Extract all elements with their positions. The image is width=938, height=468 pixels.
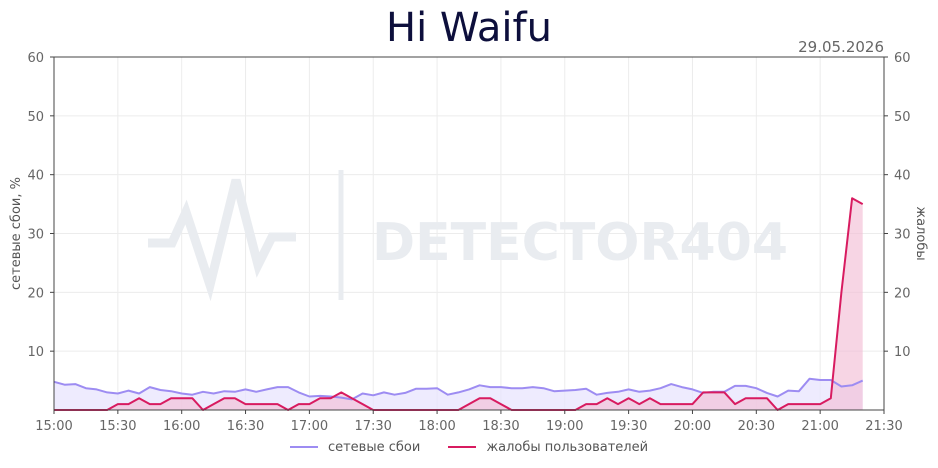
watermark: DETECTOR404 [148, 170, 788, 302]
legend-swatch-network [289, 446, 318, 448]
x-tick-label: 15:30 [99, 419, 136, 434]
legend-label-network: сетевые сбои [327, 439, 421, 455]
x-tick-label: 19:00 [546, 419, 583, 434]
x-tick-label: 18:30 [482, 419, 519, 434]
y-tick-label-right: 60 [894, 51, 911, 66]
watermark-text: DETECTOR404 [372, 213, 788, 273]
legend-item-complaints[interactable]: жалобы пользователей [448, 440, 648, 455]
x-tick-label: 18:00 [418, 419, 455, 434]
y-tick-label-right: 20 [894, 286, 911, 301]
x-tick-label: 21:00 [801, 419, 838, 434]
series-line-0 [53, 377, 864, 401]
x-tick-label: 20:00 [674, 419, 711, 434]
y-tick-label-right: 50 [894, 110, 911, 125]
legend-swatch-complaints [448, 446, 477, 448]
y-tick-label-right: 10 [894, 345, 911, 360]
x-tick-label: 17:30 [354, 419, 391, 434]
legend-item-network[interactable]: сетевые сбои [289, 439, 421, 455]
chart-title: Hi Waifu [386, 5, 552, 51]
axis-ticks: 15:00 15:30 16:00 16:30 17:00 17:30 18:00 18:30… [27, 51, 910, 434]
legend-label-complaints: жалобы пользователей [486, 439, 649, 455]
x-tick-label: 19:30 [610, 419, 647, 434]
x-tick-label: 21:30 [865, 419, 902, 434]
y-tick-label-left: 30 [27, 228, 44, 243]
legend: сетевые сбои жалобы пользователей [0, 437, 938, 455]
y-tick-label-right: 40 [894, 169, 911, 184]
y-tick-label-left: 10 [27, 345, 44, 360]
x-tick-label: 20:30 [738, 419, 775, 434]
series-area-0 [54, 378, 863, 410]
y-tick-label-left: 40 [27, 169, 44, 184]
x-tick-label: 17:00 [291, 419, 328, 434]
chart-date: 29.05.2026 [798, 38, 884, 56]
x-tick-label: 16:30 [227, 419, 264, 434]
x-tick-label: 15:00 [35, 419, 72, 434]
y-tick-label-left: 20 [27, 286, 44, 301]
series-areas [54, 198, 863, 410]
y-tick-label-left: 60 [27, 51, 44, 66]
y-axis-right-label: жалобы [913, 206, 928, 260]
y-tick-label-right: 30 [894, 228, 911, 243]
watermark-pulse-icon [148, 178, 296, 302]
x-tick-label: 16:00 [163, 419, 200, 434]
y-tick-label-left: 50 [27, 110, 44, 125]
y-axis-left-label: сетевые сбои, % [9, 177, 24, 290]
